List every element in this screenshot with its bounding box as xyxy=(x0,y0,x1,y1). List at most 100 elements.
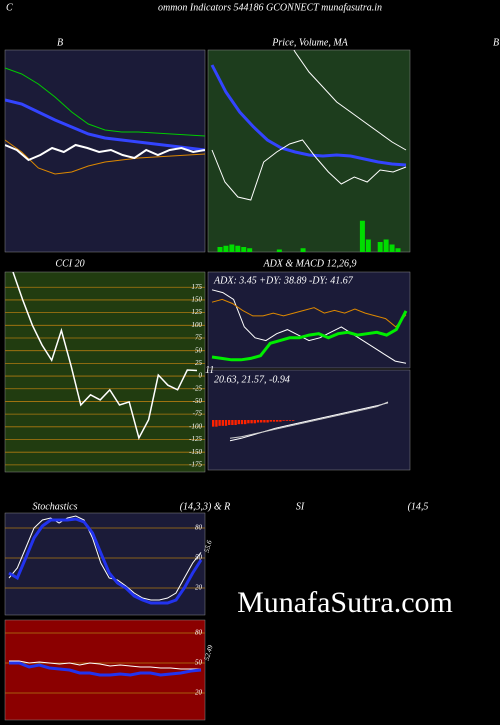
y-tick-label: 100 xyxy=(192,321,203,329)
series-line xyxy=(5,139,205,175)
volume-bar xyxy=(389,244,395,252)
y-tick-label: -75 xyxy=(193,410,203,418)
y-tick-label: -175 xyxy=(189,461,202,469)
cci-label: CCI 20 xyxy=(55,258,84,269)
histogram-bar xyxy=(276,420,279,422)
header-left: C xyxy=(6,2,13,13)
histogram-bar xyxy=(231,420,234,425)
volume-bar xyxy=(276,249,282,252)
histogram-bar xyxy=(244,420,247,425)
histogram-bar xyxy=(256,420,260,423)
y-tick-label: -150 xyxy=(189,448,202,456)
histogram-bar xyxy=(237,420,240,425)
y-tick-label: -25 xyxy=(193,384,203,392)
stochastics-label: Stochastics xyxy=(33,501,78,512)
series-line xyxy=(8,517,203,605)
series-line xyxy=(211,310,408,362)
y-tick-label: 0 xyxy=(199,372,203,380)
header-title: ommon Indicators 544186 GCONNECT munafas… xyxy=(158,2,382,13)
price-label: Price, Volume, MA xyxy=(271,37,348,48)
histogram-bar xyxy=(247,420,250,424)
histogram-bar xyxy=(282,420,285,421)
rsi-panel xyxy=(4,619,206,721)
y-tick-label: 125 xyxy=(192,308,203,316)
volume-bar xyxy=(217,247,223,252)
volume-bar xyxy=(247,248,253,252)
histogram-bar xyxy=(228,420,231,425)
y-tick-label: 150 xyxy=(192,296,203,304)
last-value-label: 52.49 xyxy=(203,644,215,662)
y-tick-label: 50 xyxy=(195,346,203,354)
y-tick-label: 20 xyxy=(195,689,203,697)
series-line xyxy=(5,98,205,152)
histogram-bar xyxy=(218,420,221,426)
watermark: MunafaSutra.com xyxy=(237,586,453,619)
series-line xyxy=(211,298,407,328)
volume-bar xyxy=(241,247,247,252)
volume-bar xyxy=(365,239,371,252)
rsi-label: SI xyxy=(296,501,305,512)
y-tick-label: 25 xyxy=(195,359,203,367)
bollinger-label: B xyxy=(57,37,63,48)
histogram-bar xyxy=(250,420,253,424)
histogram-bar xyxy=(279,420,282,422)
volume-bar xyxy=(395,248,401,252)
price-right-label: B xyxy=(493,37,499,48)
histogram-bar xyxy=(263,420,266,423)
histogram-bar xyxy=(224,420,228,426)
y-tick-label: 20 xyxy=(195,584,203,592)
y-tick-label: -50 xyxy=(193,397,203,405)
price-panel xyxy=(207,49,411,253)
series-line xyxy=(9,661,202,677)
adx-label: ADX & MACD 12,26,9 xyxy=(262,258,356,269)
volume-bar xyxy=(229,244,235,252)
histogram-bar xyxy=(269,420,272,422)
last-value-label: 11 xyxy=(205,365,214,376)
y-tick-label: 80 xyxy=(195,629,203,637)
y-tick-label: 50 xyxy=(195,554,203,562)
histogram-bar xyxy=(221,420,224,426)
series-line xyxy=(211,289,407,364)
histogram-bar xyxy=(234,420,237,425)
series-line xyxy=(293,50,407,151)
y-tick-label: 175 xyxy=(192,283,203,291)
histogram-bar xyxy=(288,420,292,421)
adx-panel xyxy=(207,271,411,369)
series-line xyxy=(12,272,198,441)
histogram-bar xyxy=(240,420,244,425)
volume-bar xyxy=(383,239,389,252)
volume-bar xyxy=(223,245,229,252)
series-line xyxy=(211,139,407,201)
series-line xyxy=(9,660,201,670)
y-tick-label: -100 xyxy=(189,422,202,430)
series-line xyxy=(229,401,389,439)
volume-bar xyxy=(300,248,306,252)
last-value-label: 55.6 xyxy=(203,539,214,553)
rsi-params: (14,5 xyxy=(408,501,429,512)
series-line xyxy=(8,515,202,601)
volume-bar xyxy=(235,245,241,252)
histogram-bar xyxy=(285,420,288,421)
series-line xyxy=(229,402,389,442)
series-line xyxy=(210,64,407,167)
volume-bar xyxy=(359,220,365,252)
cci-panel xyxy=(4,271,206,473)
volume-bar xyxy=(377,242,383,252)
histogram-bar xyxy=(260,420,263,423)
series-line xyxy=(5,143,205,162)
histogram-bar xyxy=(212,420,215,427)
macd-readout: 20.63, 21.57, -0.94 xyxy=(214,374,290,385)
histogram-bar xyxy=(266,420,269,423)
histogram-bar xyxy=(272,420,276,422)
histogram-bar xyxy=(292,420,295,421)
histogram-bar xyxy=(253,420,256,424)
y-tick-label: 50 xyxy=(195,659,203,667)
y-tick-label: -125 xyxy=(189,435,202,443)
histogram-bar xyxy=(215,420,218,427)
series-line xyxy=(5,67,205,137)
adx-readout: ADX: 3.45 +DY: 38.89 -DY: 41.67 xyxy=(213,275,354,286)
y-tick-label: 75 xyxy=(195,334,203,342)
stochastics-params: (14,3,3) & R xyxy=(180,501,231,512)
y-tick-label: 80 xyxy=(195,524,203,532)
